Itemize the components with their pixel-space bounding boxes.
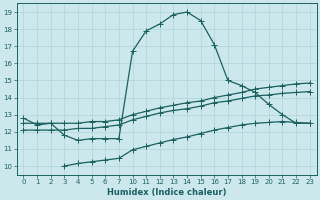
X-axis label: Humidex (Indice chaleur): Humidex (Indice chaleur) xyxy=(107,188,226,197)
